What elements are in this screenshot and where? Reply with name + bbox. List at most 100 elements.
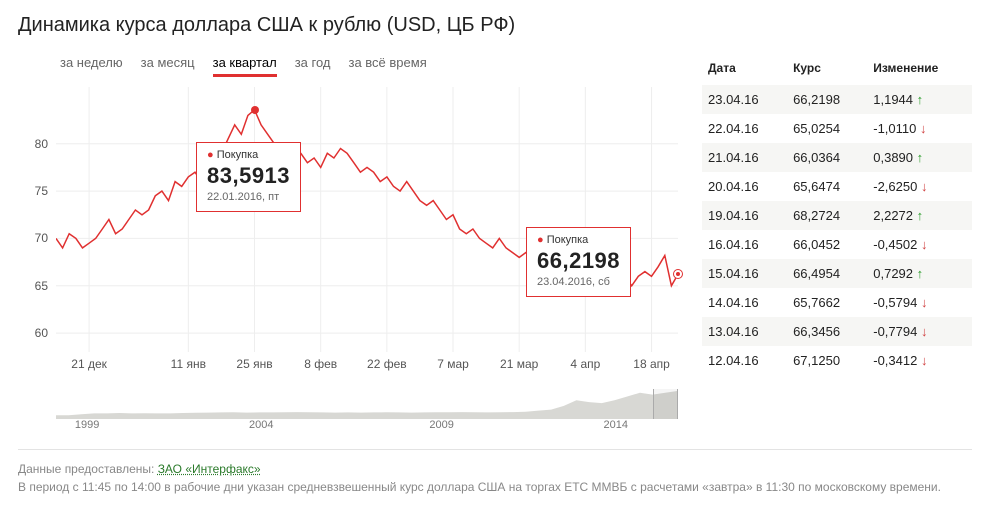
main-chart: 6065707580 Покупка83,591322.01.2016, птП… [18, 87, 678, 377]
table-row[interactable]: 13.04.1666,3456-0,7794 ↓ [702, 317, 972, 346]
peak-marker [251, 106, 259, 114]
table-header: Изменение [867, 55, 972, 85]
cell-rate: 65,7662 [787, 288, 867, 317]
cell-rate: 66,2198 [787, 85, 867, 114]
tab-за-месяц[interactable]: за месяц [141, 55, 195, 77]
cell-change: 0,3890 ↑ [867, 143, 972, 172]
overview-tick: 1999 [75, 419, 99, 431]
cell-date: 13.04.16 [702, 317, 787, 346]
cell-rate: 66,4954 [787, 259, 867, 288]
callout-label: Покупка [207, 149, 290, 161]
x-tick: 18 апр [633, 357, 670, 371]
cell-date: 16.04.16 [702, 230, 787, 259]
y-axis: 60 65 70 75 80 [18, 87, 52, 352]
x-axis: 21 дек11 янв25 янв8 фев22 фев7 мар21 мар… [56, 357, 678, 377]
tab-за-год[interactable]: за год [295, 55, 331, 77]
tab-за-квартал[interactable]: за квартал [213, 55, 277, 77]
cell-rate: 65,6474 [787, 172, 867, 201]
arrow-down-icon: ↓ [921, 295, 928, 310]
divider [18, 449, 972, 450]
table-header: Дата [702, 55, 787, 85]
provided-by-label: Данные предоставлены: [18, 462, 154, 476]
cell-change: 1,1944 ↑ [867, 85, 972, 114]
table-header: Курс [787, 55, 867, 85]
table-row[interactable]: 12.04.1667,1250-0,3412 ↓ [702, 346, 972, 375]
table-row[interactable]: 15.04.1666,49540,7292 ↑ [702, 259, 972, 288]
cell-date: 23.04.16 [702, 85, 787, 114]
cell-change: -0,4502 ↓ [867, 230, 972, 259]
callout-value: 83,5913 [207, 163, 290, 189]
cell-rate: 65,0254 [787, 114, 867, 143]
cell-date: 14.04.16 [702, 288, 787, 317]
overview-x-axis: 1999200420092014 [56, 419, 678, 433]
x-tick: 21 дек [71, 357, 107, 371]
cell-rate: 66,3456 [787, 317, 867, 346]
y-tick: 70 [35, 231, 48, 245]
cell-rate: 67,1250 [787, 346, 867, 375]
table-column: ДатаКурсИзменение 23.04.1666,21981,1944 … [702, 55, 972, 433]
line-chart-svg [56, 87, 678, 352]
table-row[interactable]: 20.04.1665,6474-2,6250 ↓ [702, 172, 972, 201]
overview-tick: 2009 [429, 419, 453, 431]
overview-tick: 2014 [604, 419, 628, 431]
arrow-down-icon: ↓ [921, 353, 928, 368]
arrow-down-icon: ↓ [920, 121, 927, 136]
cell-date: 19.04.16 [702, 201, 787, 230]
arrow-down-icon: ↓ [921, 324, 928, 339]
x-tick: 22 фев [367, 357, 407, 371]
tab-за-неделю[interactable]: за неделю [60, 55, 123, 77]
x-tick: 11 янв [171, 357, 206, 371]
callout-date: 23.04.2016, сб [537, 276, 620, 288]
x-tick: 8 фев [304, 357, 337, 371]
table-row[interactable]: 22.04.1665,0254-1,0110 ↓ [702, 114, 972, 143]
footer-note: В период с 11:45 по 14:00 в рабочие дни … [18, 480, 941, 494]
arrow-down-icon: ↓ [921, 179, 928, 194]
x-tick: 25 янв [236, 357, 272, 371]
arrow-up-icon: ↑ [917, 208, 924, 223]
callout-0: Покупка 83,5913 22.01.2016, пт [196, 142, 301, 212]
y-tick: 65 [35, 279, 48, 293]
page-title: Динамика курса доллара США к рублю (USD,… [18, 14, 972, 37]
table-row[interactable]: 14.04.1665,7662-0,5794 ↓ [702, 288, 972, 317]
table-body: 23.04.1666,21981,1944 ↑22.04.1665,0254-1… [702, 85, 972, 375]
overview-selection[interactable] [653, 389, 678, 419]
callout-1: Покупка 66,2198 23.04.2016, сб [526, 227, 631, 297]
chart-column: за неделю за месяц за квартал за год за всё … [18, 55, 678, 433]
callout-value: 66,2198 [537, 248, 620, 274]
cell-change: -1,0110 ↓ [867, 114, 972, 143]
arrow-down-icon: ↓ [921, 237, 928, 252]
cell-change: -0,3412 ↓ [867, 346, 972, 375]
cell-date: 20.04.16 [702, 172, 787, 201]
arrow-up-icon: ↑ [917, 92, 924, 107]
cell-date: 21.04.16 [702, 143, 787, 172]
rates-table: ДатаКурсИзменение 23.04.1666,21981,1944 … [702, 55, 972, 375]
last-point-marker [674, 270, 682, 278]
cell-rate: 68,2724 [787, 201, 867, 230]
y-tick: 75 [35, 184, 48, 198]
provider-link[interactable]: ЗАО «Интерфакс» [158, 462, 261, 476]
table-row[interactable]: 21.04.1666,03640,3890 ↑ [702, 143, 972, 172]
arrow-up-icon: ↑ [917, 266, 924, 281]
content-row: за неделю за месяц за квартал за год за всё … [18, 55, 972, 433]
cell-change: 2,2272 ↑ [867, 201, 972, 230]
cell-date: 15.04.16 [702, 259, 787, 288]
cell-date: 12.04.16 [702, 346, 787, 375]
overview-area-svg [56, 389, 678, 419]
callout-date: 22.01.2016, пт [207, 191, 290, 203]
y-tick: 60 [35, 326, 48, 340]
x-tick: 7 мар [437, 357, 469, 371]
overview-chart[interactable]: 1999200420092014 [56, 389, 678, 433]
cell-change: 0,7292 ↑ [867, 259, 972, 288]
callout-label: Покупка [537, 234, 620, 246]
cell-change: -0,7794 ↓ [867, 317, 972, 346]
table-row[interactable]: 16.04.1666,0452-0,4502 ↓ [702, 230, 972, 259]
table-header-row: ДатаКурсИзменение [702, 55, 972, 85]
cell-rate: 66,0364 [787, 143, 867, 172]
y-tick: 80 [35, 137, 48, 151]
table-row[interactable]: 23.04.1666,21981,1944 ↑ [702, 85, 972, 114]
tab-за-всё-время[interactable]: за всё время [348, 55, 426, 77]
cell-rate: 66,0452 [787, 230, 867, 259]
table-row[interactable]: 19.04.1668,27242,2272 ↑ [702, 201, 972, 230]
cell-date: 22.04.16 [702, 114, 787, 143]
page: Динамика курса доллара США к рублю (USD,… [0, 0, 990, 508]
